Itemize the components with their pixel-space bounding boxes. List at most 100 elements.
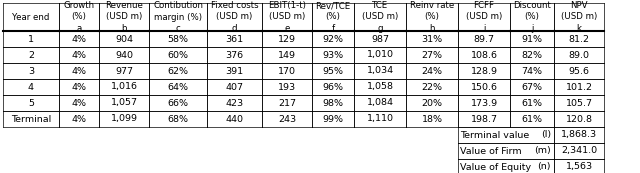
Bar — [406, 3, 458, 31]
Text: 376: 376 — [225, 51, 244, 60]
Text: 24%: 24% — [422, 66, 442, 75]
Text: 1,099: 1,099 — [111, 115, 138, 124]
Text: 940: 940 — [115, 51, 133, 60]
Text: 31%: 31% — [421, 34, 443, 43]
Bar — [3, 31, 59, 47]
Text: 361: 361 — [225, 34, 244, 43]
Bar — [354, 63, 406, 79]
Bar — [3, 47, 59, 63]
Text: Terminal value: Terminal value — [460, 130, 529, 139]
Text: 1,034: 1,034 — [367, 66, 394, 75]
Bar — [312, 47, 354, 63]
Text: 4%: 4% — [72, 34, 86, 43]
Text: Reinv rate
(%)
h: Reinv rate (%) h — [410, 1, 454, 33]
Bar — [59, 111, 99, 127]
Text: 89.7: 89.7 — [474, 34, 495, 43]
Text: 423: 423 — [225, 98, 244, 107]
Bar — [354, 79, 406, 95]
Text: 68%: 68% — [168, 115, 189, 124]
Text: 61%: 61% — [522, 115, 543, 124]
Text: Growth
(%)
a: Growth (%) a — [63, 1, 95, 33]
Text: FCFF
(USD m)
i: FCFF (USD m) i — [466, 1, 502, 33]
Bar — [149, 79, 207, 95]
Text: Contibution
margin (%)
c: Contibution margin (%) c — [153, 1, 203, 33]
Bar — [3, 95, 59, 111]
Text: 149: 149 — [278, 51, 296, 60]
Bar — [554, 79, 604, 95]
Bar — [262, 111, 312, 127]
Bar — [262, 63, 312, 79]
Text: (n): (n) — [538, 162, 551, 171]
Bar — [99, 3, 149, 31]
Bar — [510, 3, 554, 31]
Bar — [510, 111, 554, 127]
Bar — [458, 47, 510, 63]
Bar — [207, 79, 262, 95]
Text: 4%: 4% — [72, 98, 86, 107]
Bar — [59, 47, 99, 63]
Bar — [458, 31, 510, 47]
Text: 407: 407 — [225, 83, 243, 92]
Bar — [99, 63, 149, 79]
Bar — [99, 79, 149, 95]
Bar — [554, 31, 604, 47]
Bar — [262, 31, 312, 47]
Bar — [3, 3, 59, 31]
Text: 217: 217 — [278, 98, 296, 107]
Text: Value of Firm: Value of Firm — [460, 147, 522, 156]
Text: 2,341.0: 2,341.0 — [561, 147, 597, 156]
Bar — [406, 31, 458, 47]
Text: 977: 977 — [115, 66, 133, 75]
Bar — [59, 79, 99, 95]
Bar — [99, 111, 149, 127]
Text: (l): (l) — [541, 130, 551, 139]
Bar — [149, 3, 207, 31]
Bar — [510, 63, 554, 79]
Bar — [149, 31, 207, 47]
Text: 27%: 27% — [422, 51, 442, 60]
Bar — [554, 143, 604, 159]
Bar — [458, 79, 510, 95]
Bar — [312, 31, 354, 47]
Bar — [207, 63, 262, 79]
Text: 1,084: 1,084 — [367, 98, 394, 107]
Text: 129: 129 — [278, 34, 296, 43]
Text: 58%: 58% — [168, 34, 189, 43]
Text: 170: 170 — [278, 66, 296, 75]
Text: Year end: Year end — [12, 12, 50, 21]
Bar — [207, 31, 262, 47]
Text: 96%: 96% — [323, 83, 344, 92]
Text: 64%: 64% — [168, 83, 189, 92]
Bar — [510, 95, 554, 111]
Text: 20%: 20% — [422, 98, 442, 107]
Bar — [59, 3, 99, 31]
Bar — [149, 63, 207, 79]
Bar — [312, 63, 354, 79]
Text: Terminal: Terminal — [11, 115, 51, 124]
Text: 93%: 93% — [323, 51, 344, 60]
Bar — [3, 63, 59, 79]
Bar — [207, 3, 262, 31]
Bar — [354, 47, 406, 63]
Text: 108.6: 108.6 — [470, 51, 497, 60]
Bar — [554, 95, 604, 111]
Text: Value of Equity: Value of Equity — [460, 162, 531, 171]
Bar — [554, 63, 604, 79]
Bar — [99, 47, 149, 63]
Bar — [312, 95, 354, 111]
Text: 95.6: 95.6 — [568, 66, 589, 75]
Bar — [554, 111, 604, 127]
Text: 82%: 82% — [522, 51, 543, 60]
Text: 4%: 4% — [72, 83, 86, 92]
Bar — [406, 63, 458, 79]
Text: (m): (m) — [534, 147, 551, 156]
Text: 61%: 61% — [522, 98, 543, 107]
Text: 150.6: 150.6 — [470, 83, 497, 92]
Text: 173.9: 173.9 — [470, 98, 497, 107]
Bar — [510, 79, 554, 95]
Text: 95%: 95% — [323, 66, 344, 75]
Bar — [207, 111, 262, 127]
Bar — [59, 63, 99, 79]
Text: 60%: 60% — [168, 51, 189, 60]
Text: 1,110: 1,110 — [367, 115, 394, 124]
